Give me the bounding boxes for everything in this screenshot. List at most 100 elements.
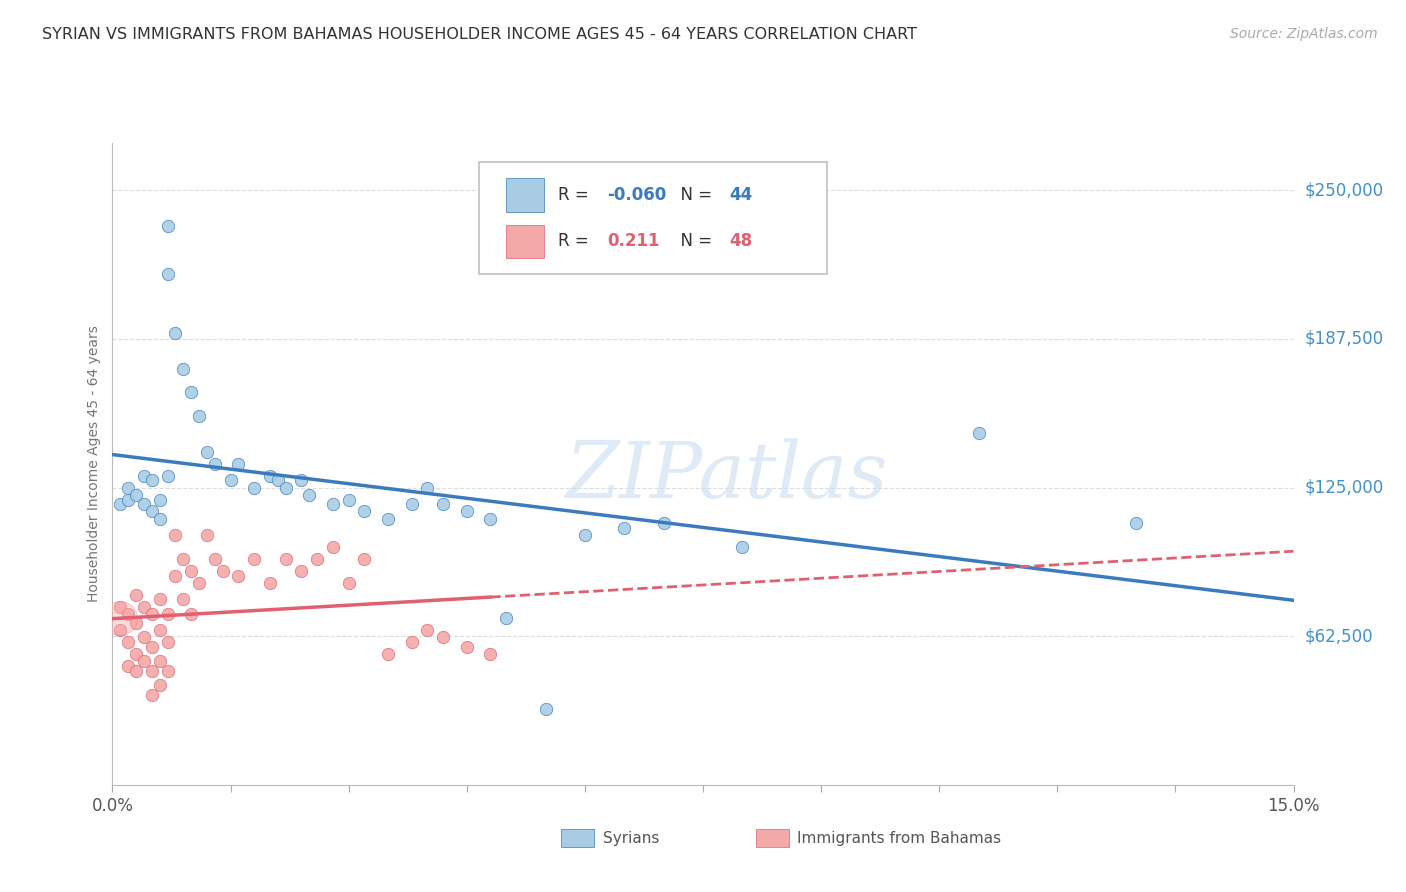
Point <box>172 361 194 376</box>
Point <box>211 564 233 578</box>
Point <box>243 481 266 495</box>
Point <box>298 488 321 502</box>
Point <box>149 592 172 607</box>
Point <box>110 599 132 614</box>
Point <box>195 528 218 542</box>
Text: R =: R = <box>558 186 593 204</box>
Point <box>1125 516 1147 531</box>
Point <box>165 568 187 582</box>
Point <box>479 647 502 661</box>
Point <box>117 635 139 649</box>
Point <box>149 678 172 692</box>
Point <box>274 552 297 566</box>
Point <box>574 528 596 542</box>
Point <box>132 468 155 483</box>
Point <box>204 457 226 471</box>
Point <box>307 552 329 566</box>
Point <box>534 702 557 716</box>
Point <box>267 474 290 488</box>
Point <box>125 588 148 602</box>
Point <box>149 654 172 668</box>
Point <box>117 492 139 507</box>
Point <box>110 611 132 625</box>
Point <box>125 664 148 678</box>
Point <box>141 607 163 621</box>
Point <box>228 568 250 582</box>
Point <box>377 511 399 525</box>
Point <box>731 540 754 554</box>
Text: N =: N = <box>669 233 717 251</box>
Point <box>156 219 179 233</box>
Point <box>141 664 163 678</box>
Point <box>172 552 194 566</box>
Point <box>416 624 439 638</box>
Point <box>290 564 312 578</box>
Point <box>479 511 502 525</box>
Point <box>353 504 375 518</box>
Point <box>172 592 194 607</box>
Point <box>188 409 211 424</box>
Point <box>165 528 187 542</box>
Text: N =: N = <box>669 186 717 204</box>
FancyBboxPatch shape <box>756 830 789 847</box>
Point <box>259 468 281 483</box>
Point <box>125 647 148 661</box>
Point <box>219 474 242 488</box>
Point <box>125 488 148 502</box>
Point <box>132 599 155 614</box>
Point <box>495 611 517 625</box>
Point <box>141 688 163 702</box>
Point <box>195 445 218 459</box>
Point <box>188 575 211 590</box>
Point <box>156 267 179 281</box>
Point <box>117 659 139 673</box>
Point <box>377 647 399 661</box>
Point <box>652 516 675 531</box>
Point <box>613 521 636 535</box>
Text: Syrians: Syrians <box>603 830 659 846</box>
Point <box>180 607 202 621</box>
Point <box>337 575 360 590</box>
Point <box>110 497 132 511</box>
Text: 48: 48 <box>728 233 752 251</box>
Text: $125,000: $125,000 <box>1305 479 1384 497</box>
Text: ZIPatlas: ZIPatlas <box>565 439 887 515</box>
Point <box>141 640 163 654</box>
Point <box>156 468 179 483</box>
Text: Source: ZipAtlas.com: Source: ZipAtlas.com <box>1230 27 1378 41</box>
Point <box>156 607 179 621</box>
Point <box>180 564 202 578</box>
Point <box>204 552 226 566</box>
Point <box>243 552 266 566</box>
FancyBboxPatch shape <box>506 225 544 259</box>
Point <box>353 552 375 566</box>
Point <box>141 474 163 488</box>
Point <box>132 497 155 511</box>
Text: -0.060: -0.060 <box>607 186 666 204</box>
Y-axis label: Householder Income Ages 45 - 64 years: Householder Income Ages 45 - 64 years <box>87 326 101 602</box>
Point <box>432 631 454 645</box>
Point <box>180 385 202 400</box>
Point <box>432 497 454 511</box>
Point <box>274 481 297 495</box>
Point <box>125 616 148 631</box>
Point <box>401 635 423 649</box>
Point <box>416 481 439 495</box>
Text: $250,000: $250,000 <box>1305 181 1384 199</box>
Point <box>156 635 179 649</box>
Point <box>117 607 139 621</box>
FancyBboxPatch shape <box>478 162 827 275</box>
Text: R =: R = <box>558 233 593 251</box>
Point <box>290 474 312 488</box>
Point <box>132 654 155 668</box>
Point <box>259 575 281 590</box>
Point <box>149 511 172 525</box>
Text: 0.211: 0.211 <box>607 233 659 251</box>
Point <box>156 664 179 678</box>
Point <box>456 640 478 654</box>
Point <box>141 504 163 518</box>
Text: $187,500: $187,500 <box>1305 330 1384 348</box>
Point <box>165 326 187 340</box>
Point <box>322 497 344 511</box>
Point <box>337 492 360 507</box>
